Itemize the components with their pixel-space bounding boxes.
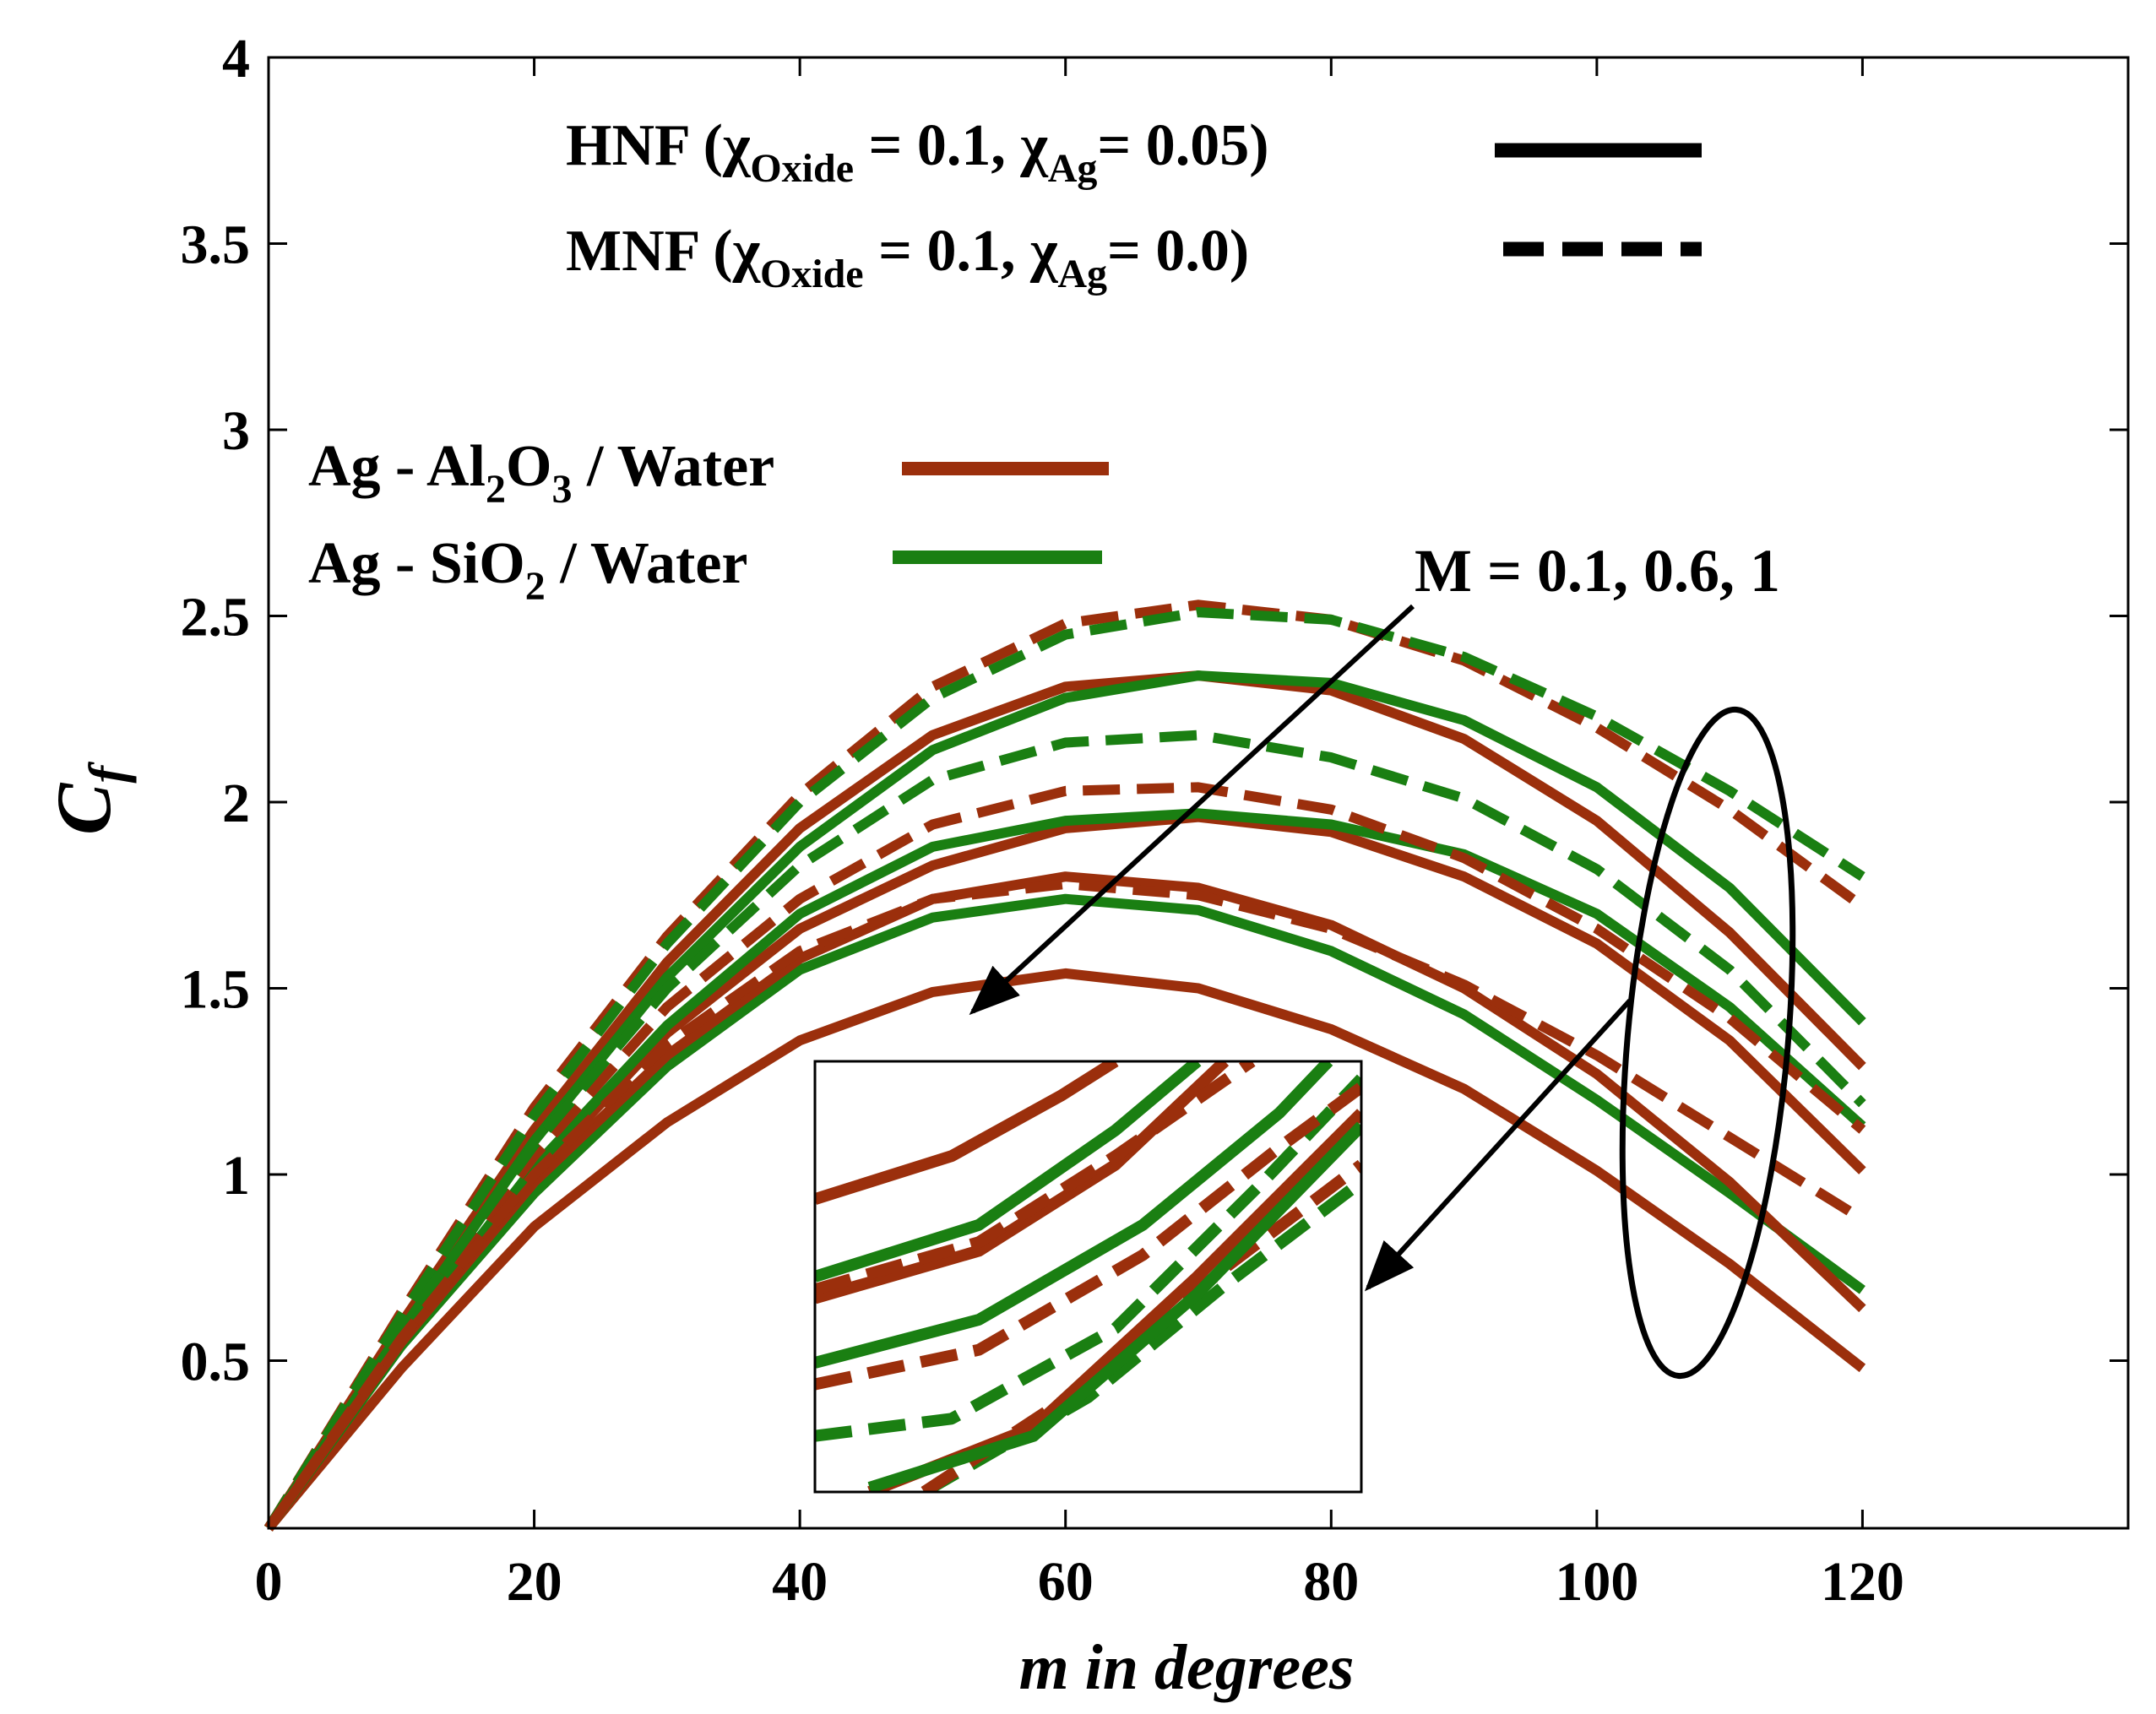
- annotation-arrows: [969, 604, 1796, 1380]
- y-tick-label: 2.5: [181, 587, 251, 648]
- y-tick-label: 1: [222, 1145, 250, 1207]
- y-axis-title-main: C: [41, 782, 127, 835]
- series-line-12: [264, 879, 1865, 1532]
- svg-text:Cf: Cf: [41, 762, 137, 835]
- series-line-2: [264, 670, 1866, 1532]
- tick-labels: 0 20 40 60 80 100 120 0.5 1 1.5 2 2.5 3 3.5 4: [181, 28, 1904, 1613]
- series-line-4: [263, 607, 1865, 1532]
- series-line-7: [264, 782, 1866, 1532]
- series-line-9: [264, 968, 1866, 1532]
- inset-series-line-5: [815, 1074, 1361, 1442]
- x-tick-label: 120: [1821, 1551, 1904, 1613]
- arrow-to-inset: [1364, 998, 1632, 1292]
- inset-series-line-1: [921, 1177, 1361, 1492]
- highlight-ellipse: [1619, 706, 1796, 1380]
- x-tick-label: 60: [1038, 1551, 1094, 1613]
- y-tick-label: 3.5: [181, 214, 251, 276]
- x-tick-label: 40: [772, 1551, 828, 1613]
- series-line-6: [264, 808, 1866, 1532]
- y-tick-label: 0.5: [181, 1332, 251, 1393]
- inset-series-line-10: [815, 1061, 1202, 1283]
- legend-sio2-label: Ag - SiO2 / Water: [308, 531, 747, 609]
- inset-frame: [813, 1060, 1363, 1494]
- inset-series-group: [815, 1061, 1361, 1492]
- series-line-10: [264, 893, 1865, 1532]
- legend-base-fluid: Ag - Al2O3 / Water Ag - SiO2 / Water: [308, 434, 1109, 609]
- inset-panel: [813, 1060, 1363, 1494]
- inset-series-line-6: [815, 1082, 1361, 1391]
- inset-series-line-7: [815, 1061, 1333, 1369]
- x-axis-title: m in degrees: [1019, 1632, 1355, 1703]
- series-layer: [263, 599, 1866, 1532]
- legend-mnf-label: MNF (χOxide = 0.1, χAg= 0.0): [566, 219, 1249, 296]
- arrow-to-curves: [969, 604, 1415, 1016]
- legend-fluid-type: HNF (χOxide = 0.1, χAg= 0.05) MNF (χOxid…: [566, 113, 1702, 296]
- y-tick-label: 4: [222, 28, 250, 89]
- y-tick-label: 1.5: [181, 959, 251, 1021]
- x-tick-label: 80: [1303, 1551, 1359, 1613]
- x-tick-label: 0: [255, 1551, 283, 1613]
- plot-frame: [267, 56, 2130, 1530]
- series-line-1: [263, 670, 1866, 1532]
- inset-series-line-9: [815, 1061, 1256, 1296]
- annotation-m-values: M = 0.1, 0.6, 1: [1415, 537, 1780, 605]
- legend-al2o3-label: Ag - Al2O3 / Water: [308, 434, 774, 512]
- legend-hnf-label: HNF (χOxide = 0.1, χAg= 0.05): [566, 113, 1269, 191]
- y-axis-title-sub: f: [79, 762, 137, 784]
- y-tick-label: 3: [222, 400, 250, 462]
- inset-series-line-4: [867, 1121, 1361, 1492]
- y-tick-label: 2: [222, 773, 250, 834]
- x-tick-label: 100: [1555, 1551, 1638, 1613]
- series-line-8: [263, 730, 1866, 1532]
- inset-series-line-11: [815, 1061, 1119, 1205]
- y-axis-title: Cf: [41, 762, 137, 835]
- x-tick-label: 20: [507, 1551, 562, 1613]
